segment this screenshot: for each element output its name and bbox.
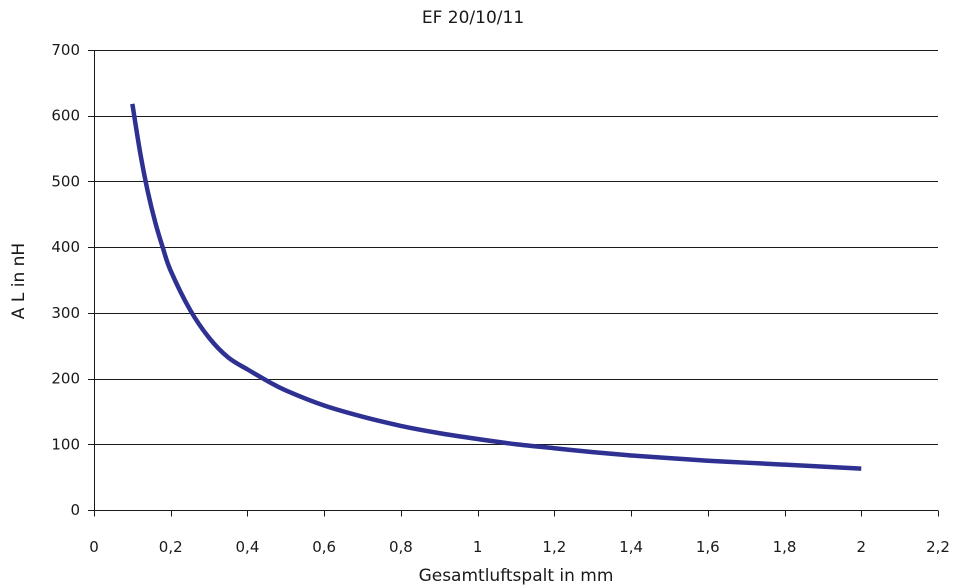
gridlines bbox=[94, 50, 938, 445]
y-tick-label-6: 600 bbox=[51, 107, 80, 125]
series-line-0 bbox=[130, 103, 862, 471]
x-tick-label-0: 0 bbox=[89, 538, 99, 556]
x-tick-label-2: 0,4 bbox=[236, 538, 260, 556]
chart-title: EF 20/10/11 bbox=[422, 8, 524, 28]
x-tick-label-3: 0,6 bbox=[312, 538, 336, 556]
x-tick-label-7: 1,4 bbox=[619, 538, 643, 556]
y-axis-ticks: 0 100 200 300 400 500 600 700 bbox=[51, 41, 94, 519]
x-axis-label: Gesamtluftspalt in mm bbox=[419, 566, 614, 586]
x-tick-label-4: 0,8 bbox=[389, 538, 413, 556]
x-tick-label-5: 1 bbox=[473, 538, 483, 556]
x-tick-label-6: 1,2 bbox=[542, 538, 566, 556]
x-tick-label-10: 2 bbox=[856, 538, 866, 556]
x-tick-label-11: 2,2 bbox=[926, 538, 950, 556]
series-group bbox=[130, 103, 862, 471]
y-axis-label: A L in nH bbox=[9, 243, 29, 319]
x-tick-label-1: 0,2 bbox=[159, 538, 183, 556]
y-tick-label-3: 300 bbox=[51, 304, 80, 322]
y-tick-label-2: 200 bbox=[51, 370, 80, 388]
y-tick-label-0: 0 bbox=[70, 501, 80, 519]
x-tick-label-9: 1,8 bbox=[773, 538, 797, 556]
x-tick-label-8: 1,6 bbox=[696, 538, 720, 556]
y-tick-label-5: 500 bbox=[51, 172, 80, 190]
y-tick-label-4: 400 bbox=[51, 238, 80, 256]
axes bbox=[94, 50, 938, 511]
y-tick-label-1: 100 bbox=[51, 435, 80, 453]
x-axis-ticks: 0 0,2 0,4 0,6 0,8 1 1,2 1,4 1,6 1,8 2 2,2 bbox=[89, 510, 950, 556]
y-tick-label-7: 700 bbox=[51, 41, 80, 59]
